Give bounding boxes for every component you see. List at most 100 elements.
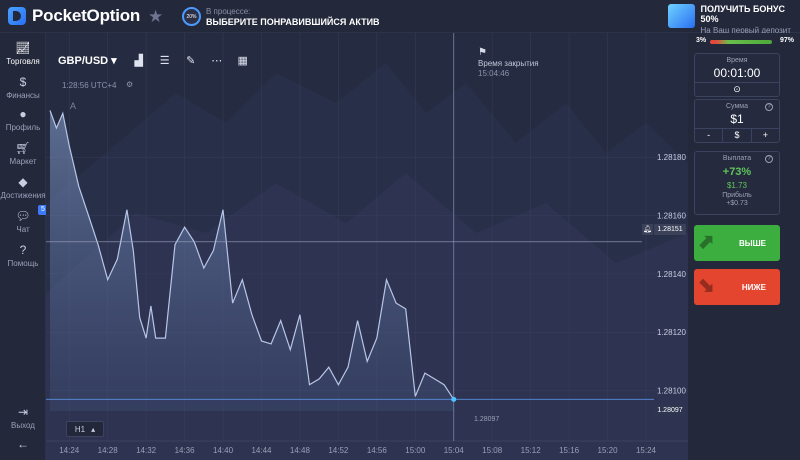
settings-sliders-icon[interactable]: ☰ [159, 54, 170, 67]
time-value[interactable]: 00:01:00 [713, 66, 761, 80]
timeframe-selector[interactable]: H1 ▴ [66, 421, 104, 437]
diamond-icon: ◆ [18, 175, 28, 189]
current-price-dot [451, 396, 457, 402]
logo-text: PocketOption [32, 6, 141, 25]
sidebar-item-trading[interactable]: 📈︎ Торговля [0, 41, 46, 66]
time-box[interactable]: Время 00:01:00 ⊙ [694, 53, 780, 97]
chart-marker-label: A [70, 101, 77, 111]
chevron-up-icon: ▴ [91, 424, 96, 434]
x-tick-label: 14:52 [328, 446, 349, 455]
clock-icon[interactable]: ⊙ [695, 82, 779, 96]
payout-percent: +73% [722, 166, 752, 178]
minus-button[interactable]: - [707, 130, 711, 140]
y-tick-label: 1.28160 [657, 212, 686, 221]
price-chart[interactable]: 14:24 14:28 14:32 14:36 14:40 14:44 14:48 14:52… [46, 33, 688, 460]
logout-button[interactable]: ⇥ Выход [0, 405, 46, 430]
x-tick-label: 14:24 [59, 446, 80, 455]
bell-icon[interactable]: 🔔︎ [642, 224, 653, 235]
ratio-bar [710, 40, 772, 44]
top-bar: PocketOption ★ 20% В процессе: ВЫБЕРИТЕ … [0, 0, 800, 35]
more-icon[interactable]: ⋯ [211, 54, 223, 67]
marker-price-tag: 1.28151 [654, 224, 686, 235]
sidebar-item-chat[interactable]: 💬︎ Чат [0, 209, 46, 234]
brush-icon[interactable]: ✎ [186, 54, 196, 67]
pair-label: GBP/USD [58, 54, 109, 67]
y-tick-label: 1.28180 [657, 153, 686, 162]
pair-selector[interactable]: GBP/USD ▾ [58, 54, 117, 67]
logo[interactable]: PocketOption [8, 6, 140, 26]
x-tick-label: 15:04 [444, 446, 465, 455]
dollar-icon: $ [19, 75, 27, 89]
x-tick-label: 14:28 [98, 446, 119, 455]
sidebar-item-label: Маркет [9, 157, 37, 166]
sidebar-item-profile[interactable]: ● Профиль [0, 107, 46, 132]
ratio-right: 97% [779, 37, 794, 44]
sidebar-item-label: Достижения [0, 191, 46, 200]
currency-button[interactable]: $ [722, 129, 750, 142]
x-tick-label: 14:44 [251, 446, 272, 455]
sell-label: НИЖЕ [741, 282, 766, 292]
arrow-up-icon: ⬈ [698, 231, 715, 253]
buy-label: ВЫШЕ [739, 238, 766, 248]
progress-circle: 20% [182, 7, 201, 26]
progress-label: В процессе: [206, 7, 251, 16]
help-icon: ? [19, 243, 27, 257]
chart-line-icon: 📈︎ [15, 41, 31, 55]
plus-button[interactable]: + [750, 129, 779, 142]
sidebar-item-label: Торговля [6, 57, 40, 66]
expiry-time: 15:04:46 [478, 69, 510, 78]
current-price-label: 1.28097 [474, 416, 500, 423]
amount-value[interactable]: $1 [730, 112, 744, 126]
sidebar-item-achievements[interactable]: ◆ Достижения [0, 175, 46, 200]
collapse-button[interactable]: ← [0, 437, 46, 453]
sentiment-ratio: 3% 97% [696, 37, 794, 47]
chat-icon: 💬︎ [15, 209, 31, 223]
sidebar-item-label: Финансы [6, 91, 40, 100]
layout-grid-icon[interactable]: ▦ [237, 54, 248, 67]
x-tick-label: 14:32 [136, 446, 157, 455]
expiry-label: Время закрытия [478, 59, 539, 68]
sidebar-item-help[interactable]: ? Помощь [0, 243, 46, 268]
sidebar-item-label: Помощь [7, 259, 39, 268]
buy-button[interactable]: ⬈ ВЫШЕ [694, 225, 780, 261]
current-price-tag: 1.28097 [654, 405, 686, 416]
progress-task-title: ВЫБЕРИТЕ ПОНРАВИВШИЙСЯ АКТИВ [206, 17, 380, 27]
help-icon[interactable]: ? [765, 103, 773, 111]
payout-amount: $1.73 [726, 181, 748, 190]
amount-box[interactable]: Сумма ? $1 - $ + [694, 99, 780, 143]
amount-stepper: - $ + [695, 128, 779, 142]
chart-toolbar: GBP/USD ▾ ▟ ☰ ✎ ⋯ ▦ [56, 51, 257, 69]
chart-area[interactable]: 14:24 14:28 14:32 14:36 14:40 14:44 14:48 14:52… [46, 33, 688, 460]
bonus-banner[interactable]: ПОЛУЧИТЬ БОНУС 50% На Ваш первый депозит [668, 4, 800, 35]
time-label: Время [726, 57, 748, 64]
profit-label: Прибыль [722, 192, 752, 199]
chat-badge: 5 [38, 205, 48, 215]
arrow-down-icon: ⬊ [698, 275, 715, 297]
chart-type-icon[interactable]: ▟ [134, 54, 143, 67]
favorite-star-icon[interactable]: ★ [148, 7, 164, 26]
sell-button[interactable]: ⬊ НИЖЕ [694, 269, 780, 305]
sidebar-item-market[interactable]: 🛒︎ Маркет [0, 141, 46, 166]
help-icon[interactable]: ? [765, 155, 773, 163]
x-tick-label: 15:12 [521, 446, 542, 455]
y-tick-label: 1.28100 [657, 387, 686, 396]
progress-task[interactable]: В процессе: ВЫБЕРИТЕ ПОНРАВИВШИЙСЯ АКТИВ [206, 7, 380, 27]
arrow-left-icon: ← [17, 437, 29, 451]
x-tick-label: 15:16 [559, 446, 580, 455]
sidebar-item-finance[interactable]: $ Финансы [0, 75, 46, 100]
y-tick-label: 1.28120 [657, 328, 686, 337]
cart-icon: 🛒︎ [15, 141, 31, 155]
logo-icon [8, 7, 26, 25]
x-tick-label: 15:00 [405, 446, 426, 455]
logout-label: Выход [11, 421, 35, 430]
x-tick-label: 15:08 [482, 446, 503, 455]
sidebar-item-label: Чат [16, 225, 30, 234]
x-tick-label: 14:56 [367, 446, 388, 455]
trade-panel: 3% 97% Время 00:01:00 ⊙ Сумма ? $1 - $ +… [688, 33, 800, 460]
gear-icon[interactable]: ⚙ [126, 80, 134, 89]
payout-box: Выплата ? +73% $1.73 Прибыль +$0.73 [694, 151, 780, 215]
bonus-subtitle: На Ваш первый депозит [700, 26, 791, 35]
amount-label: Сумма [726, 103, 748, 110]
user-icon: ● [19, 107, 27, 121]
utc-clock: 1:28:56 UTC+4 [62, 81, 117, 90]
